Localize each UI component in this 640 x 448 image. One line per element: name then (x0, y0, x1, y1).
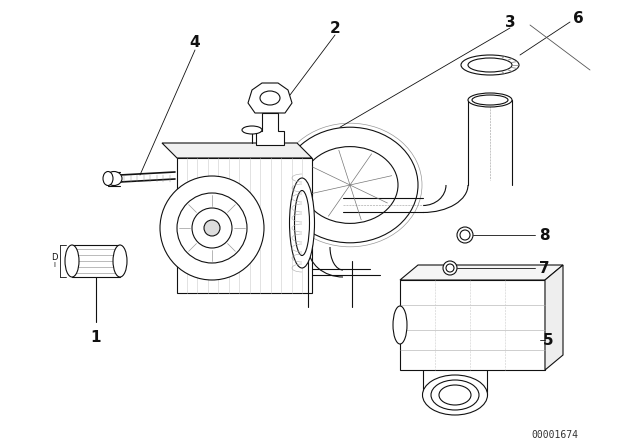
Ellipse shape (103, 172, 113, 185)
Bar (72, 245, 120, 277)
Text: D: D (51, 253, 57, 262)
Ellipse shape (294, 190, 310, 255)
Ellipse shape (282, 127, 418, 243)
Ellipse shape (260, 91, 280, 105)
Ellipse shape (393, 306, 407, 344)
Polygon shape (177, 158, 312, 293)
Text: 2: 2 (330, 21, 340, 35)
Ellipse shape (422, 375, 488, 415)
Polygon shape (545, 265, 563, 370)
Circle shape (177, 193, 247, 263)
Text: 1: 1 (91, 329, 101, 345)
Polygon shape (256, 113, 284, 145)
Text: 5: 5 (543, 332, 554, 348)
Ellipse shape (113, 245, 127, 277)
Bar (400, 280, 545, 370)
Text: 7: 7 (539, 260, 549, 276)
Ellipse shape (472, 95, 508, 105)
Ellipse shape (106, 172, 122, 185)
Circle shape (192, 208, 232, 248)
Ellipse shape (242, 126, 262, 134)
Circle shape (160, 176, 264, 280)
Circle shape (460, 230, 470, 240)
Ellipse shape (468, 58, 512, 72)
Text: 00001674: 00001674 (531, 430, 579, 440)
Text: 8: 8 (539, 228, 549, 242)
Ellipse shape (302, 146, 398, 224)
Text: 4: 4 (189, 34, 200, 49)
Ellipse shape (431, 380, 479, 410)
Ellipse shape (65, 245, 79, 277)
Ellipse shape (439, 385, 471, 405)
Ellipse shape (461, 55, 519, 75)
Text: 6: 6 (573, 10, 584, 26)
Circle shape (457, 227, 473, 243)
Circle shape (204, 220, 220, 236)
Ellipse shape (468, 93, 512, 107)
Circle shape (443, 261, 457, 275)
Text: I: I (53, 262, 55, 268)
Text: 3: 3 (505, 14, 515, 30)
Polygon shape (248, 83, 292, 113)
Circle shape (446, 264, 454, 272)
Ellipse shape (289, 178, 314, 268)
Polygon shape (162, 143, 312, 158)
Polygon shape (400, 265, 563, 280)
